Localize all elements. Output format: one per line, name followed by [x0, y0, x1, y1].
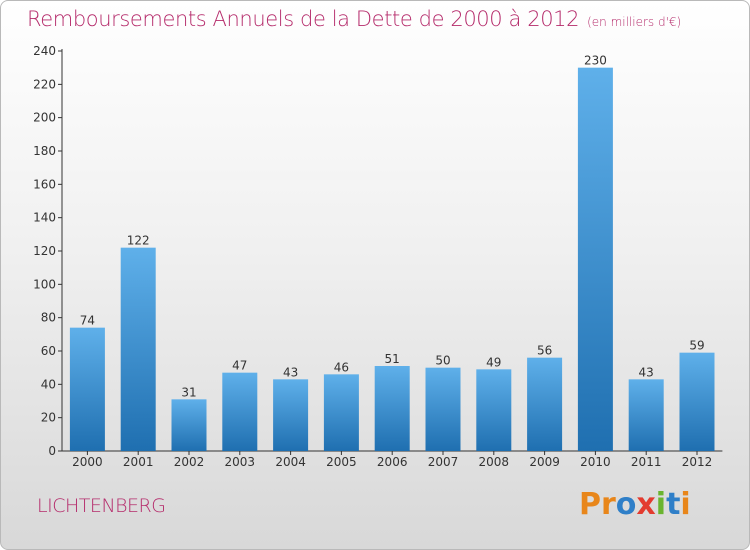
bar-2003 [222, 372, 258, 451]
x-tick-label: 2002 [174, 455, 205, 469]
logo-letter: r [601, 487, 616, 522]
x-tick-label: 2006 [377, 455, 408, 469]
y-tick-label: 240 [33, 44, 56, 58]
logo-letter: P [579, 487, 601, 522]
y-tick-label: 120 [33, 244, 56, 258]
bar-2005 [323, 374, 359, 451]
chart-unit: (en milliers d'€) [587, 15, 682, 29]
data-label: 50 [435, 354, 450, 368]
bar-2008 [476, 369, 512, 451]
chart-title: Remboursements Annuels de la Dette de 20… [27, 7, 681, 31]
chart-axes: 0 20 40 60 80 100 120 140 160 180 200 220 240 2000 200… [33, 44, 723, 469]
data-label: 46 [334, 360, 349, 374]
y-tick-label: 200 [33, 111, 56, 125]
data-label: 31 [181, 385, 196, 399]
y-tick-label: 80 [41, 311, 56, 325]
logo-letter: o [615, 487, 637, 522]
y-tick-label: 60 [41, 344, 56, 358]
x-tick-label: 2010 [580, 455, 611, 469]
bar-2012 [679, 352, 715, 451]
bar-2007 [425, 367, 461, 451]
x-tick-label: 2003 [225, 455, 256, 469]
x-tick-label: 2005 [326, 455, 357, 469]
proxiti-logo: Proxiti [579, 487, 691, 522]
data-label: 122 [127, 234, 150, 248]
logo-letter: t [666, 487, 681, 522]
bar-2001 [120, 247, 156, 451]
x-tick-label: 2008 [479, 455, 510, 469]
x-tick-label: 2004 [275, 455, 306, 469]
bar-2010 [577, 67, 613, 452]
data-label: 51 [385, 352, 400, 366]
data-label: 59 [689, 339, 704, 353]
logo-letter: i [655, 487, 667, 522]
data-label: 43 [283, 365, 298, 379]
bar-2009 [527, 357, 563, 451]
x-tick-label: 2001 [123, 455, 154, 469]
bar-2011 [628, 379, 664, 451]
x-tick-label: 2011 [631, 455, 662, 469]
y-tick-label: 140 [33, 211, 56, 225]
city-name: LICHTENBERG [37, 495, 166, 517]
y-tick-label: 0 [48, 444, 56, 458]
logo-letter: i [680, 487, 691, 522]
y-tick-label: 100 [33, 277, 56, 291]
chart-bars: 74 122 31 47 43 46 51 50 49 56 230 43 59 [69, 54, 715, 452]
data-label: 49 [486, 355, 501, 369]
y-tick-label: 220 [33, 77, 56, 91]
bar-2000 [69, 327, 105, 451]
x-tick-label: 2012 [682, 455, 713, 469]
chart-title-text: Remboursements Annuels de la Dette de 20… [27, 7, 580, 31]
logo-letter: x [636, 487, 656, 522]
bar-2002 [171, 399, 207, 451]
y-tick-label: 160 [33, 177, 56, 191]
data-label: 74 [80, 314, 95, 328]
data-label: 43 [639, 365, 654, 379]
data-label: 56 [537, 344, 552, 358]
y-tick-label: 20 [41, 411, 56, 425]
bar-2004 [273, 379, 309, 451]
x-tick-label: 2009 [529, 455, 560, 469]
data-label: 230 [584, 54, 607, 68]
x-tick-label: 2007 [428, 455, 459, 469]
data-label: 47 [232, 359, 247, 373]
y-tick-label: 40 [41, 377, 56, 391]
x-tick-label: 2000 [72, 455, 103, 469]
bar-2006 [374, 366, 410, 451]
y-tick-label: 180 [33, 144, 56, 158]
